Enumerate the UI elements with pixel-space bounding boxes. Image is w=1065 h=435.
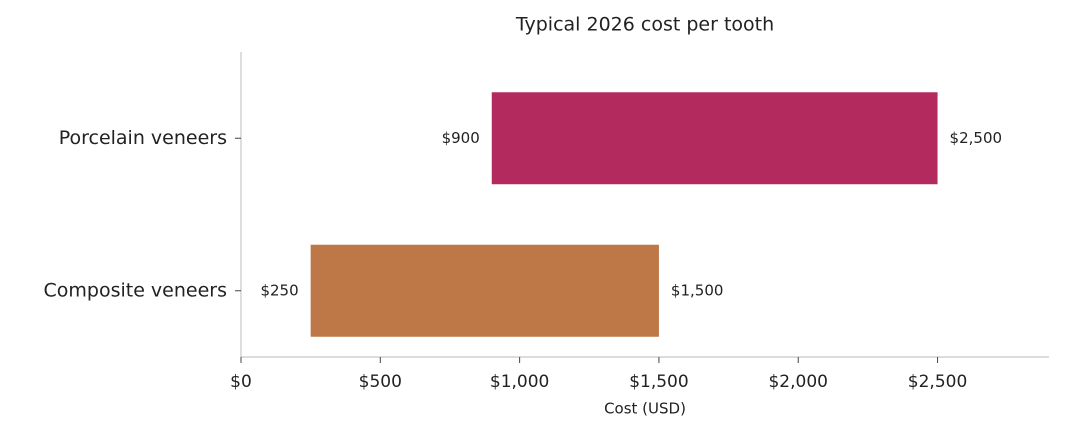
bar [491,92,938,185]
x-tick-label: $1,500 [629,372,688,392]
x-tick-label: $2,000 [768,372,827,392]
x-axis-label: Cost (USD) [604,400,686,418]
high-value-label: $1,500 [671,281,724,299]
bar [310,244,659,337]
high-value-label: $2,500 [950,129,1003,147]
chart-title: Typical 2026 cost per tooth [515,14,774,36]
x-tick-label: $500 [359,372,402,392]
low-value-label: $900 [442,129,480,147]
y-tick-label: Composite veneers [43,279,227,301]
x-tick-label: $1,000 [490,372,549,392]
y-tick-label: Porcelain veneers [59,127,227,149]
x-tick-label: $0 [230,372,252,392]
low-value-label: $250 [260,281,298,299]
x-tick-label: $2,500 [908,372,967,392]
